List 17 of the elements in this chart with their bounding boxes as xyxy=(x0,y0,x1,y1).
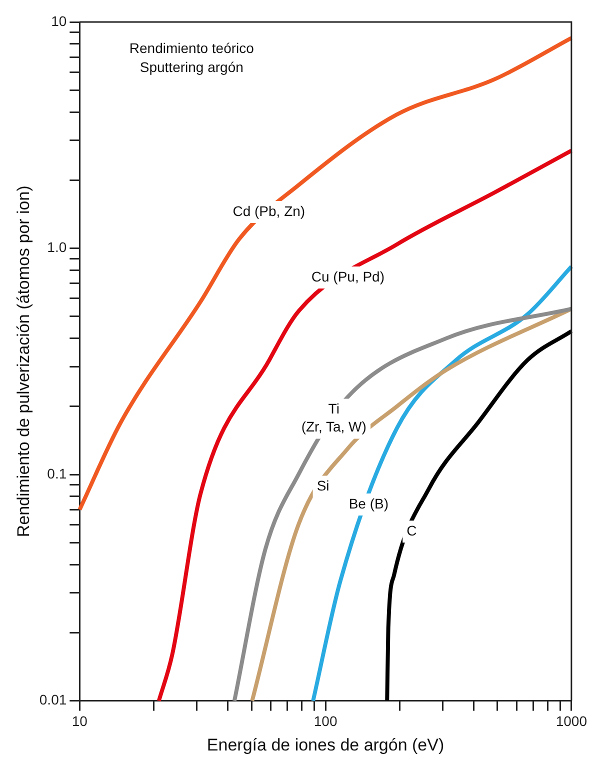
series-label: Ti (Zr, Ta, W) xyxy=(301,400,366,435)
y-axis-title: Rendimiento de pulverización (átomos por ion) xyxy=(14,186,33,538)
series-label: C xyxy=(406,522,417,538)
y-tick-label: 0.01 xyxy=(39,692,67,708)
text: Rendimiento teórico xyxy=(129,40,254,56)
y-tick-label: 10 xyxy=(51,12,67,29)
series-label: Cu (Pu, Pd) xyxy=(311,268,384,284)
x-tick-label: 1000 xyxy=(556,713,588,730)
y-tick-label: 0.1 xyxy=(47,465,67,482)
series-label: Be (B) xyxy=(348,495,388,512)
x-tick-label: 10 xyxy=(72,713,88,730)
y-tick-label: 1.0 xyxy=(47,239,67,256)
series-label: Si xyxy=(316,478,330,494)
x-tick-label: 100 xyxy=(314,713,338,730)
x-axis-title: Energía de iones de argón (eV) xyxy=(206,735,444,754)
series-label: Cd (Pb, Zn) xyxy=(232,202,306,219)
text: Sputtering argón xyxy=(140,58,244,75)
